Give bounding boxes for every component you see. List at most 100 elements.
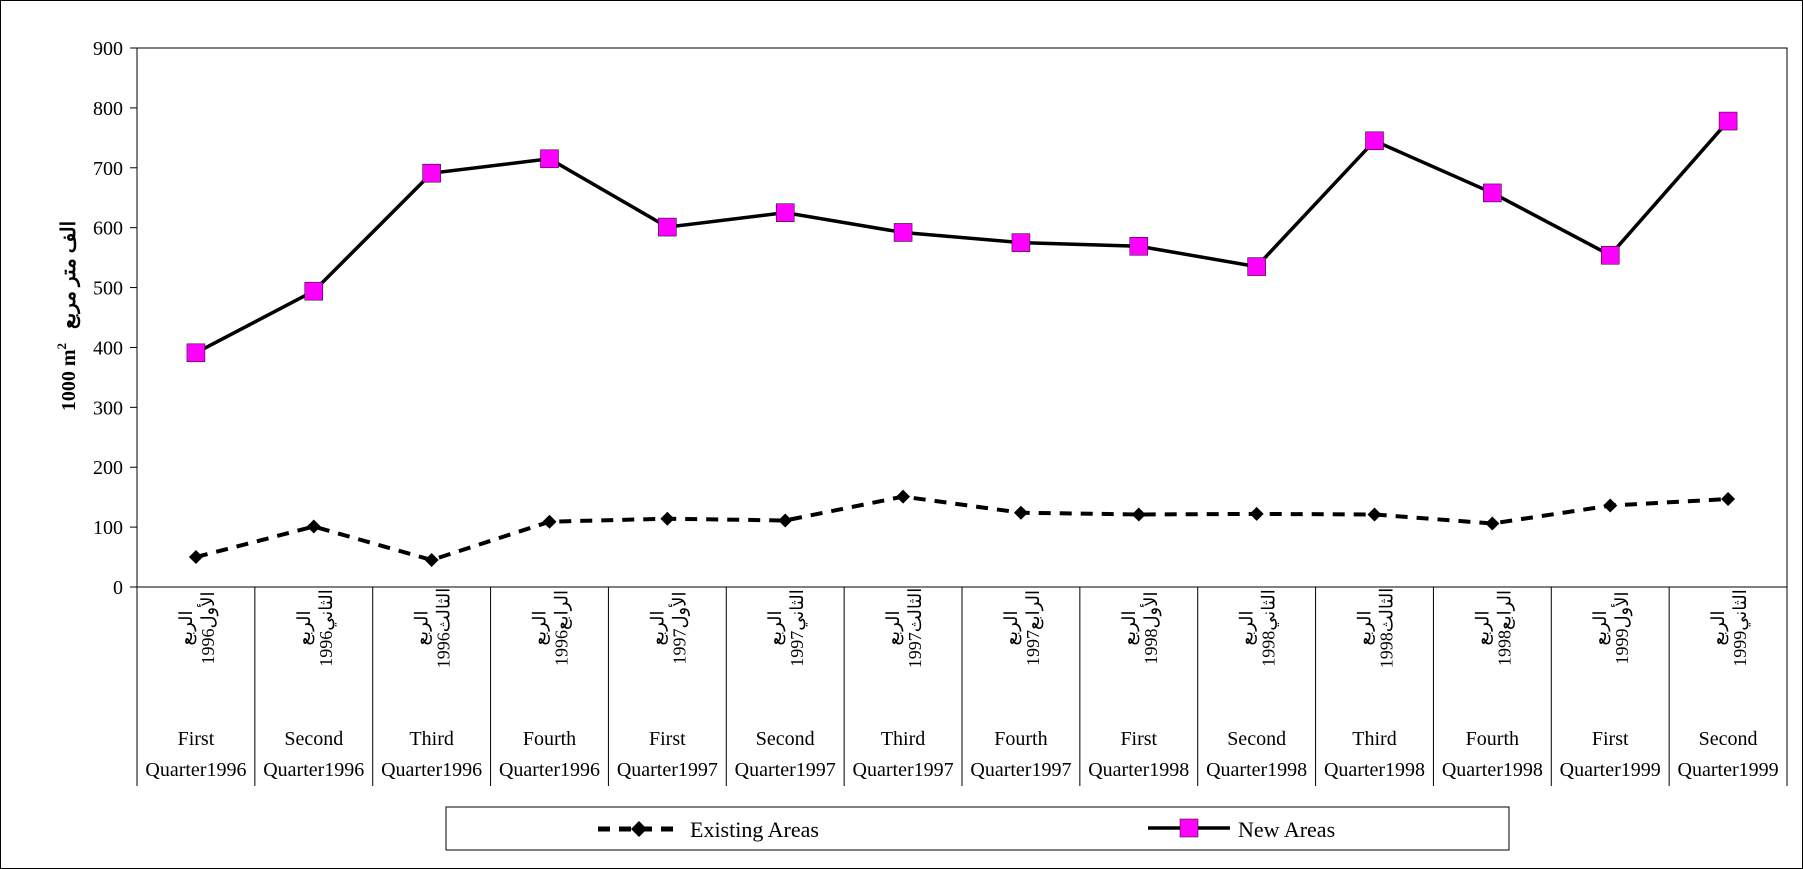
- new-areas-point: [775, 203, 795, 222]
- category-arabic-line2: الثالث1997: [905, 588, 925, 669]
- y-axis-title-arabic: الف متر مربع: [58, 221, 81, 329]
- existing-areas-point: [542, 514, 557, 529]
- category-cell: الربعالثالث1997 Third Quarter1997: [853, 588, 954, 781]
- y-tick-label: 500: [93, 278, 123, 300]
- category-english-line1: First: [649, 728, 686, 750]
- category-english-line1: First: [1120, 728, 1157, 750]
- y-tick-label: 0: [113, 577, 123, 599]
- category-english-line1: Fourth: [994, 728, 1047, 750]
- y-tick-label: 900: [93, 38, 123, 60]
- series-new-areas: [186, 111, 1738, 363]
- series-layer: [186, 111, 1738, 568]
- y-tick-label: 800: [93, 98, 123, 120]
- category-english-line2: Quarter1996: [499, 759, 600, 781]
- legend: Existing Areas New Areas: [445, 806, 1510, 851]
- category-arabic-label: الربعالأول1999: [1590, 591, 1633, 664]
- existing-areas-point: [1721, 491, 1736, 506]
- category-table: الربعالأول1996FirstQuarter1996الربعالثان…: [136, 587, 1788, 786]
- category-english-line2: Quarter1996: [263, 759, 364, 781]
- new-areas-point: [186, 343, 206, 363]
- category-arabic-line2: الثالث1996: [434, 588, 454, 669]
- category-english-line1: Second: [284, 728, 343, 750]
- category-cell: الربعالأول1999 First Quarter1999: [1560, 591, 1661, 781]
- category-arabic-line2: الثاني1997: [787, 589, 807, 666]
- category-english-line1: Second: [756, 728, 815, 750]
- category-cell: الربعالأول1997 First Quarter1997: [617, 591, 718, 781]
- category-arabic-label: الربعالرابع1997: [1001, 590, 1044, 666]
- y-tick-label: 700: [93, 158, 123, 180]
- new-areas-point: [1600, 245, 1620, 265]
- legend-new-label: New Areas: [1238, 817, 1335, 842]
- category-arabic-label: الربعالثالث1997: [883, 588, 925, 669]
- new-areas-point: [1718, 111, 1738, 131]
- category-english-line1: Fourth: [523, 728, 576, 750]
- category-arabic-line1: الربع: [294, 610, 315, 645]
- existing-areas-point: [306, 519, 321, 534]
- category-english-line2: Quarter1999: [1560, 759, 1661, 781]
- y-axis-title: 1000 m2 الف متر مربع: [54, 221, 81, 411]
- existing-areas-point: [1485, 516, 1500, 531]
- category-arabic-label: الربعالأول1998: [1119, 591, 1162, 664]
- category-cell: الربعالثاني1997 Second Quarter1997: [735, 589, 836, 781]
- category-arabic-line2: الأول1999: [1610, 591, 1633, 664]
- category-arabic-line2: الثالث1998: [1377, 588, 1397, 669]
- category-arabic-line2: الأول1997: [667, 591, 690, 664]
- existing-areas-point: [424, 553, 439, 568]
- category-arabic-line1: الربع: [1708, 610, 1729, 645]
- category-arabic-line1: الربع: [1119, 610, 1140, 645]
- y-tick-label: 600: [93, 218, 123, 240]
- category-arabic-line1: الربع: [765, 610, 786, 645]
- category-arabic-line2: الرابع1998: [1494, 590, 1515, 666]
- category-arabic-label: الربعالثالث1998: [1355, 588, 1397, 669]
- existing-areas-point: [188, 550, 203, 565]
- category-arabic-line2: الثاني1999: [1730, 589, 1750, 666]
- legend-new-marker: [1179, 818, 1199, 838]
- existing-areas-point: [778, 513, 793, 528]
- category-english-line2: Quarter1996: [145, 759, 246, 781]
- legend-existing-marker: [631, 821, 647, 837]
- category-arabic-label: الربعالرابع1998: [1472, 590, 1515, 666]
- category-arabic-line2: الرابع1996: [552, 590, 573, 666]
- category-arabic-line1: الربع: [176, 610, 197, 645]
- new-areas-point: [1483, 183, 1502, 203]
- new-areas-point: [658, 217, 677, 237]
- existing-areas-point: [896, 489, 911, 504]
- existing-areas-point: [1603, 498, 1618, 513]
- category-arabic-line2: الرابع1997: [1023, 590, 1044, 666]
- category-english-line1: Third: [1352, 728, 1396, 750]
- y-tick-label: 300: [93, 397, 123, 419]
- new-areas-point: [540, 149, 559, 169]
- category-english-line2: Quarter1997: [617, 759, 718, 781]
- y-axis-title-superscript: 2: [54, 343, 69, 350]
- existing-areas-point: [660, 511, 675, 526]
- category-cell: الربعالرابع1997 Fourth Quarter1997: [970, 590, 1071, 781]
- category-arabic-label: الربعالرابع1996: [530, 590, 573, 666]
- category-arabic-label: الربعالثاني1996: [294, 589, 336, 666]
- category-english-line1: Second: [1699, 728, 1758, 750]
- category-cell: الربعالثالث1998 Third Quarter1998: [1324, 588, 1425, 781]
- category-arabic-line1: الربع: [1590, 610, 1611, 645]
- category-arabic-line1: الربع: [1237, 610, 1258, 645]
- existing-areas-point: [1367, 507, 1382, 522]
- new-areas-line: [195, 119, 1730, 355]
- category-english-line1: Third: [881, 728, 925, 750]
- category-arabic-line1: الربع: [1472, 610, 1493, 645]
- category-cell: الربعالأول1998 First Quarter1998: [1088, 591, 1189, 781]
- category-arabic-label: الربعالثاني1998: [1237, 589, 1279, 666]
- existing-areas-point: [1249, 506, 1264, 521]
- category-arabic-line1: الربع: [647, 610, 668, 645]
- category-cell: الربعالثاني1999 Second Quarter1999: [1678, 589, 1779, 781]
- category-english-line1: Third: [409, 728, 453, 750]
- new-areas-point: [422, 163, 441, 183]
- category-english-line2: Quarter1998: [1324, 759, 1425, 781]
- category-english-line1: Fourth: [1466, 728, 1519, 750]
- legend-existing-label: Existing Areas: [690, 817, 819, 842]
- category-english-line2: Quarter1996: [381, 759, 482, 781]
- category-cell: الربعالأول1996 First Quarter1996: [145, 591, 246, 781]
- category-cell: الربعالرابع1996 Fourth Quarter1996: [499, 590, 600, 781]
- y-axis: 0 100 200 300 400 500 600 700 800 900: [93, 38, 137, 599]
- category-arabic-line2: الثاني1998: [1259, 589, 1279, 666]
- category-english-line2: Quarter1998: [1206, 759, 1307, 781]
